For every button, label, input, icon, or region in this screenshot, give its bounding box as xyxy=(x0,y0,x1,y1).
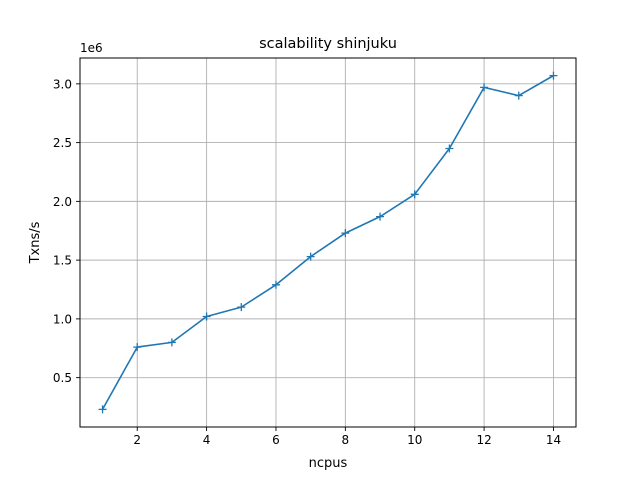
x-axis-label: ncpus xyxy=(309,456,348,471)
data-point-marker xyxy=(480,83,489,92)
x-tick-label: 8 xyxy=(342,433,350,447)
data-point-marker xyxy=(514,91,523,100)
axis-ticks xyxy=(76,83,554,431)
y-tick-label: 1.0 xyxy=(53,312,72,326)
data-point-marker xyxy=(133,343,142,352)
x-tick-label: 2 xyxy=(133,433,141,447)
data-point-marker xyxy=(271,280,280,289)
grid-lines xyxy=(80,58,576,427)
data-point-marker xyxy=(341,229,350,238)
data-point-marker xyxy=(549,71,558,80)
series-layer xyxy=(98,71,558,414)
plot-area-frame xyxy=(79,57,577,428)
data-point-marker xyxy=(410,190,419,199)
x-tick-label: 10 xyxy=(407,433,422,447)
data-point-marker xyxy=(167,338,176,347)
y-axis-label: Txns/s xyxy=(28,221,43,264)
chart-title: scalability shinjuku xyxy=(259,36,397,52)
data-point-marker xyxy=(98,405,107,414)
x-tick-label: 14 xyxy=(546,433,561,447)
y-tick-label: 0.5 xyxy=(53,371,72,385)
data-point-marker xyxy=(445,144,454,153)
y-tick-label: 1.5 xyxy=(53,254,72,268)
y-tick-label: 2.0 xyxy=(53,195,72,209)
x-tick-label: 4 xyxy=(203,433,211,447)
y-axis-offset-label: 1e6 xyxy=(80,41,103,55)
x-tick-label: 6 xyxy=(272,433,280,447)
y-tick-label: 3.0 xyxy=(53,77,72,91)
x-tick-label: 12 xyxy=(476,433,491,447)
data-point-marker xyxy=(237,303,246,312)
data-point-marker xyxy=(306,252,315,261)
series-line xyxy=(101,74,554,410)
data-point-marker xyxy=(376,212,385,221)
data-point-marker xyxy=(202,312,211,321)
y-tick-label: 2.5 xyxy=(53,136,72,150)
